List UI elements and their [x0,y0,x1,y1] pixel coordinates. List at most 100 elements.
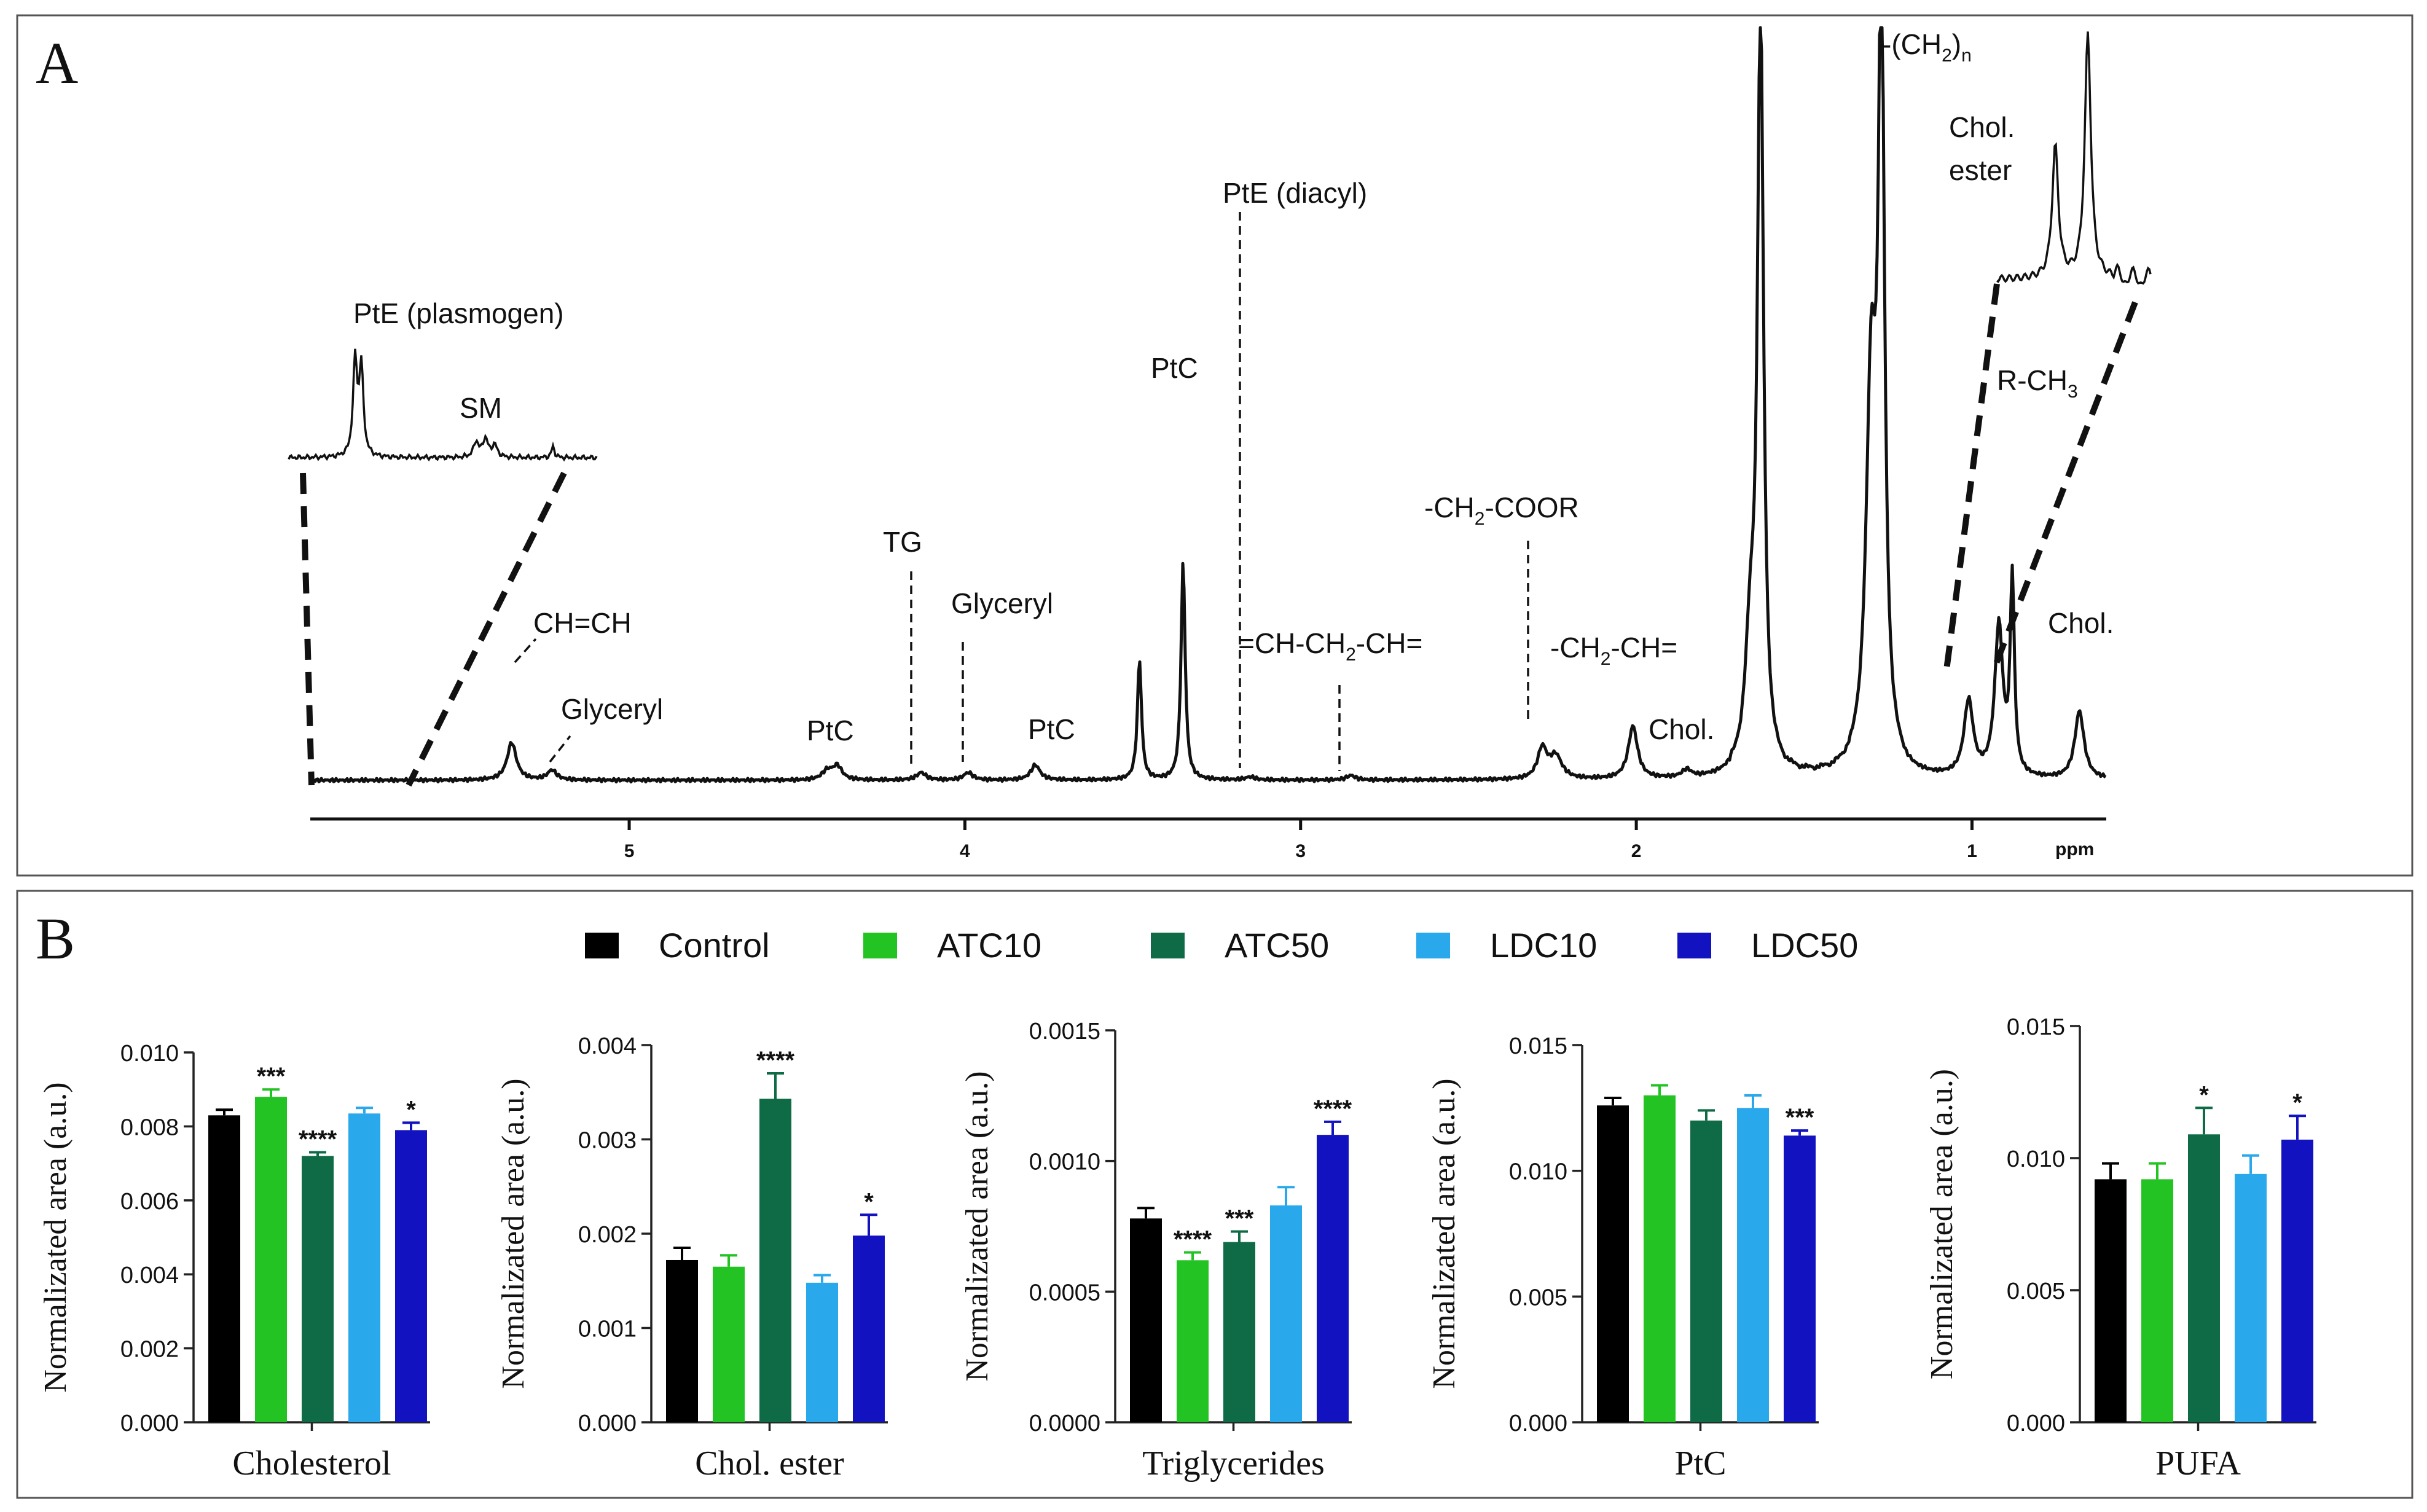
significance-stars: * [864,1188,874,1215]
ppm-tick-label: 1 [1967,841,1977,861]
significance-stars: * [2292,1089,2302,1116]
label-ch-ch: CH=CH [533,607,632,639]
y-tick-label: 0.010 [120,1041,179,1067]
panel-b-letter: B [36,906,75,971]
bar-atc50 [2188,1134,2220,1422]
peak-labels: PtE (plasmogen) SM CH=CH Glyceryl PtC TG… [353,28,2114,746]
bar-ldc50 [1784,1135,1816,1422]
y-tick-label: 0.002 [120,1337,179,1363]
leader-ch-ch [514,638,537,664]
y-tick-label: 0.0015 [1029,1019,1100,1044]
y-tick-label: 0.015 [2007,1014,2065,1040]
y-axis-label: Normalizated area (a.u.) [1924,1069,1959,1379]
y-tick-label: 0.005 [1509,1285,1567,1310]
label-ch2-ch: -CH2-CH= [1550,632,1677,669]
y-tick-label: 0.004 [120,1263,179,1288]
legend-item-atc50: ATC50 [1151,926,1329,965]
legend-label: LDC10 [1490,926,1597,965]
y-tick-label: 0.006 [120,1189,179,1215]
legend-swatch [1677,933,1711,958]
y-tick-label: 0.0005 [1029,1280,1100,1306]
legend-label: LDC50 [1751,926,1858,965]
panel-a-frame [16,14,2413,877]
label-allylic: =CH-CH2-CH= [1238,627,1422,665]
ppm-tick-label: 4 [960,841,970,861]
y-tick-label: 0.005 [2007,1279,2065,1304]
y-axis-label: Normalizated area (a.u.) [960,1071,995,1381]
y-tick-label: 0.010 [1509,1159,1567,1185]
label-ptc-3: PtC [1151,352,1198,384]
inset-connectors [300,283,2138,787]
bar-atc50 [759,1099,791,1422]
inset-plasmogen-trace [288,348,598,462]
label-chol-1: Chol. [1649,713,1714,745]
legend: Control ATC10 ATC50 LDC10 LDC50 [585,926,1858,965]
x-axis-label: Chol. ester [695,1444,844,1483]
y-tick-label: 0.003 [578,1128,637,1154]
y-axis-label: Normalizated area (a.u.) [1427,1078,1462,1389]
legend-label: ATC50 [1225,926,1329,965]
bar-ldc10 [348,1113,380,1422]
label-chol-2: Chol. [2048,607,2114,639]
bar-ldc10 [806,1282,838,1422]
peak-leaders [514,212,1529,771]
label-ptc-2: PtC [1028,713,1075,745]
legend-label: ATC10 [937,926,1041,965]
y-tick-label: 0.001 [578,1317,637,1342]
y-tick-label: 0.0000 [1029,1411,1100,1436]
bar-ldc10 [1270,1205,1302,1422]
label-pte-plasmogen: PtE (plasmogen) [353,297,564,329]
significance-stars: *** [257,1063,286,1090]
bar-ldc50 [2281,1139,2313,1422]
label-r-ch3: R-CH3 [1997,364,2078,402]
y-tick-label: 0.0010 [1029,1150,1100,1175]
inset-left-connector-2 [406,471,567,787]
y-tick-label: 0.015 [1509,1033,1567,1059]
x-axis-label: Triglycerides [1142,1444,1325,1483]
legend-item-ldc50: LDC50 [1677,926,1858,965]
label-sm: SM [460,392,502,424]
label-glyceryl-1: Glyceryl [561,693,663,725]
legend-item-ldc10: LDC10 [1416,926,1597,965]
bar-ldc10 [2235,1173,2267,1422]
significance-stars: **** [1314,1095,1352,1122]
bar-atc10 [1644,1095,1676,1422]
spectrum-line [310,26,2107,784]
inset-right-connector-1 [1943,283,2000,670]
bar-atc50 [302,1156,334,1422]
x-axis-label: Cholesterol [232,1444,391,1483]
legend-swatch [1416,933,1450,958]
ppm-ticks: 5 4 3 2 1 [624,819,1977,861]
bar-ldc10 [1737,1108,1769,1422]
label-ch2-coor: -CH2-COOR [1424,492,1579,529]
legend-item-atc10: ATC10 [863,926,1041,965]
bar-ldc50 [395,1130,427,1422]
bar-chart-ptc: 0.000 0.005 0.010 0.015 Normalizated area (a… [1427,1033,1819,1483]
bar-ldc50 [853,1236,885,1422]
significance-stars: *** [1786,1104,1814,1131]
y-tick-label: 0.008 [120,1114,179,1140]
significance-stars: *** [1225,1205,1254,1232]
legend-item-control: Control [585,926,770,965]
bar-chart-chol-ester: 0.000 0.001 0.002 0.003 0.004 Normalizated ar… [496,1033,888,1483]
bar-control [1597,1105,1629,1422]
x-axis-label: PUFA [2155,1444,2241,1483]
y-tick-label: 0.004 [578,1033,637,1059]
ppm-tick-label: 5 [624,841,635,861]
bar-atc10 [713,1266,745,1422]
label-tg: TG [883,526,922,558]
y-tick-label: 0.000 [2007,1411,2065,1436]
bar-atc50 [1690,1120,1722,1422]
bar-control [208,1115,240,1422]
y-axis-label: Normalizated area (a.u.) [496,1078,531,1389]
significance-stars: * [2199,1081,2209,1108]
bar-charts: 0.000 0.002 0.004 0.006 0.008 0.010 Normalizat… [38,1014,2316,1483]
y-axis-label: Normalizated area (a.u.) [38,1082,73,1392]
significance-stars: **** [1174,1226,1212,1253]
ppm-tick-label: 2 [1631,841,1642,861]
bar-atc10 [1177,1260,1209,1422]
y-tick-label: 0.002 [578,1222,637,1248]
significance-stars: **** [756,1047,795,1074]
legend-swatch [1151,933,1185,958]
